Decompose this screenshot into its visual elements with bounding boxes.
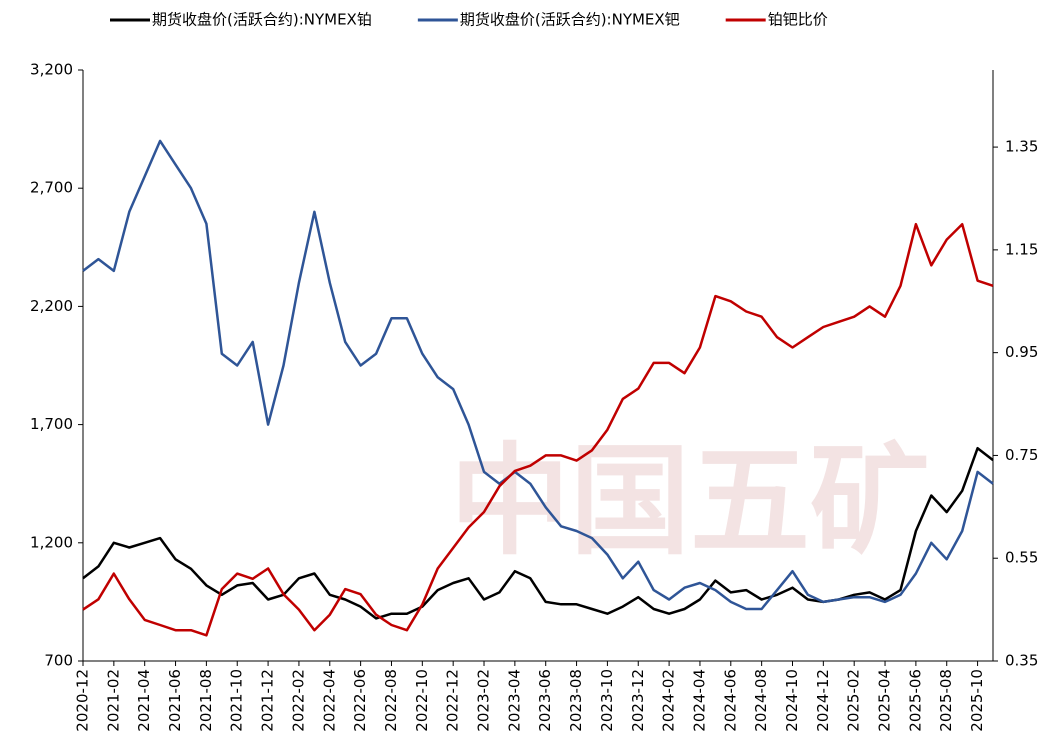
x-tick-label: 2023-06: [536, 669, 554, 732]
series-line: [82, 139, 994, 611]
x-tick-label: 2023-12: [629, 669, 647, 732]
legend-label: 期货收盘价(活跃合约):NYMEX钯: [460, 11, 680, 29]
y2-tick-label: 0.95: [1005, 343, 1038, 361]
x-tick-label: 2021-12: [259, 669, 277, 732]
legend-label: 期货收盘价(活跃合约):NYMEX铂: [152, 11, 372, 29]
y-tick-label: 2,200: [30, 297, 73, 315]
legend-label: 铂钯比价: [768, 11, 828, 29]
x-tick-label: 2024-06: [721, 669, 739, 732]
x-tick-label: 2021-08: [197, 669, 215, 732]
x-tick-label: 2021-10: [228, 669, 246, 732]
x-tick-label: 2024-12: [814, 669, 832, 732]
x-tick-label: 2024-10: [783, 669, 801, 732]
x-tick-label: 2025-04: [876, 669, 894, 732]
x-tick-label: 2022-06: [351, 669, 369, 732]
x-tick-label: 2025-06: [906, 669, 924, 732]
y2-tick-label: 1.35: [1005, 138, 1038, 156]
y2-tick-label: 0.35: [1005, 652, 1038, 670]
y-tick-label: 3,200: [30, 61, 73, 79]
x-tick-label: 2020-12: [74, 669, 92, 732]
x-tick-label: 2024-02: [660, 669, 678, 732]
y2-tick-label: 0.75: [1005, 446, 1038, 464]
x-tick-label: 2023-02: [475, 669, 493, 732]
x-tick-label: 2022-08: [382, 669, 400, 732]
y-tick-label: 1,200: [30, 533, 73, 551]
x-tick-label: 2024-08: [752, 669, 770, 732]
x-tick-label: 2022-02: [289, 669, 307, 732]
y-tick-label: 700: [44, 652, 73, 670]
x-tick-label: 2021-02: [104, 669, 122, 732]
x-tick-label: 2025-10: [968, 669, 986, 732]
x-tick-label: 2025-08: [937, 669, 955, 732]
x-tick-label: 2023-08: [567, 669, 585, 732]
x-tick-label: 2022-12: [444, 669, 462, 732]
y-tick-label: 2,700: [30, 179, 73, 197]
y2-tick-label: 1.15: [1005, 240, 1038, 258]
x-tick-label: 2021-04: [135, 669, 153, 732]
y-tick-label: 1,700: [30, 415, 73, 433]
x-tick-label: 2024-04: [690, 669, 708, 732]
x-tick-label: 2021-06: [166, 669, 184, 732]
x-tick-label: 2023-10: [598, 669, 616, 732]
x-tick-label: 2025-02: [845, 669, 863, 732]
x-tick-label: 2022-10: [413, 669, 431, 732]
x-tick-label: 2022-04: [320, 669, 338, 732]
x-tick-label: 2023-04: [505, 669, 523, 732]
y2-tick-label: 0.55: [1005, 549, 1038, 567]
series-line: [82, 222, 994, 637]
watermark: 中国五矿: [450, 433, 930, 572]
